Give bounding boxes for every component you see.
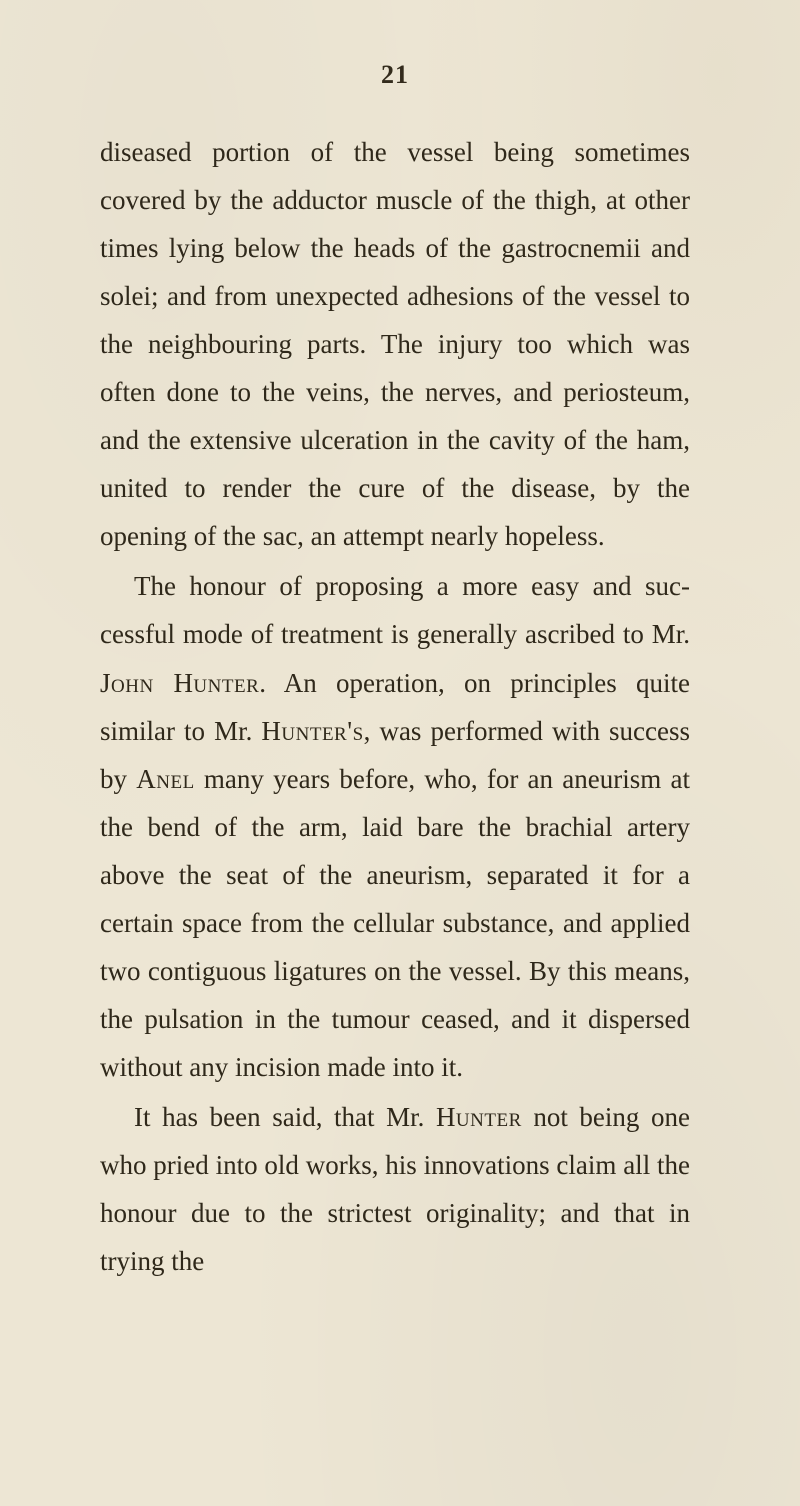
paragraph-3: It has been said, that Mr. Hunter not be… xyxy=(100,1093,690,1285)
paragraph-1: diseased portion of the vessel being som… xyxy=(100,128,690,560)
paragraph-2: The honour of proposing a more easy and … xyxy=(100,562,690,1091)
body-text: diseased portion of the vessel being som… xyxy=(100,128,690,1285)
scanned-page: 21 diseased portion of the vessel being … xyxy=(0,0,800,1506)
page-number: 21 xyxy=(100,60,690,90)
